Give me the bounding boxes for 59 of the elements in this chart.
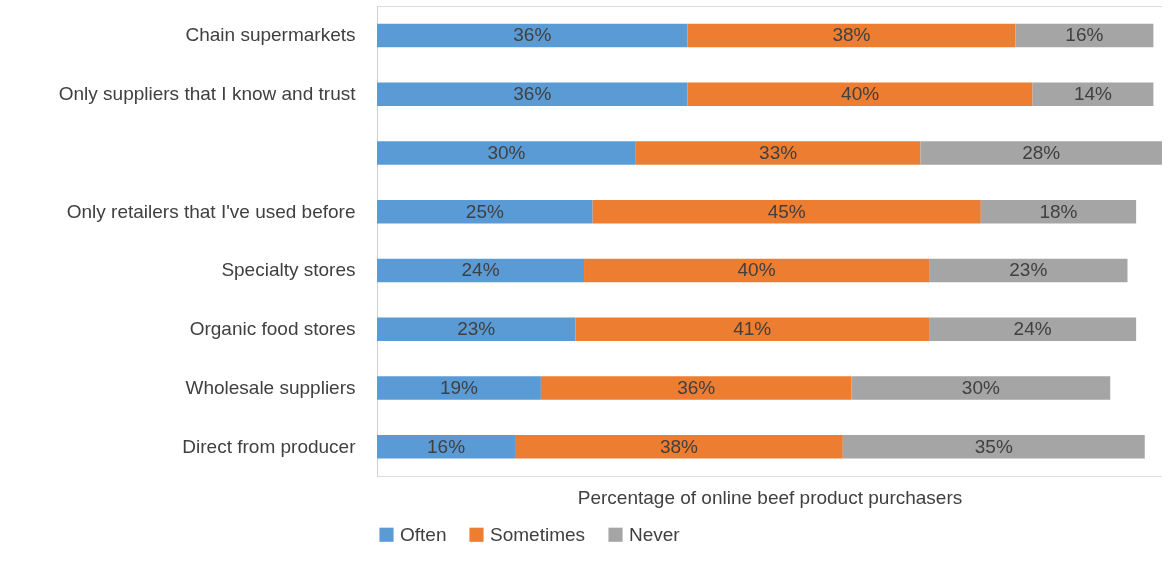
bar (377, 82, 688, 106)
bar (929, 317, 1137, 341)
y-tick-label: Only suppliers that I know and trust (58, 83, 357, 105)
bar (980, 199, 1137, 224)
bar (635, 141, 921, 165)
data-label: 19% (439, 376, 479, 398)
y-tick-label: Only retailers that I've used before (66, 200, 356, 222)
bar (842, 434, 1145, 459)
bar (592, 199, 981, 224)
data-label: 16% (427, 435, 466, 457)
bar (1032, 82, 1154, 106)
bar (377, 376, 541, 400)
bar (540, 376, 852, 400)
data-label: 18% (1039, 200, 1078, 222)
bar (377, 141, 636, 165)
y-tick-label: Specialty stores (221, 259, 356, 281)
y-tick-label: Direct from producer (182, 435, 357, 457)
data-label: 45% (767, 200, 806, 222)
bar (929, 258, 1128, 283)
data-label: 38% (659, 435, 699, 457)
bar (377, 199, 593, 224)
legend-label: Sometimes (490, 523, 586, 545)
data-label: 40% (841, 83, 880, 105)
bar (687, 82, 1033, 106)
data-label: 40% (737, 259, 776, 281)
data-label: 23% (457, 318, 496, 340)
data-label: 25% (465, 200, 504, 222)
bar (851, 376, 1111, 400)
bar (377, 317, 576, 341)
data-label: 33% (759, 141, 798, 163)
data-label: 28% (1022, 141, 1061, 163)
data-label: 14% (1073, 83, 1113, 105)
x-axis-title: Percentage of online beef product purchasers (577, 486, 963, 508)
bar (920, 141, 1162, 165)
data-label: 24% (1013, 318, 1052, 340)
data-label: 36% (677, 376, 716, 398)
legend-label: Often (400, 523, 447, 545)
bar (515, 434, 843, 459)
bar (377, 23, 688, 48)
data-label: 36% (513, 83, 552, 105)
bar (377, 258, 585, 283)
data-label: 24% (461, 259, 500, 281)
data-label: 30% (961, 376, 1000, 398)
y-tick-label: Wholesale suppliers (185, 376, 356, 398)
bar (584, 258, 930, 283)
data-label: 36% (513, 24, 552, 46)
data-label: 41% (733, 318, 772, 340)
bar (1015, 23, 1154, 48)
data-label: 23% (1009, 259, 1048, 281)
legend-label: Never (629, 523, 681, 545)
bar (377, 434, 516, 459)
data-label: 38% (832, 24, 871, 46)
data-label: 35% (974, 435, 1013, 457)
bar (575, 317, 930, 341)
data-label: 16% (1065, 24, 1104, 46)
data-label: 30% (487, 141, 526, 163)
y-tick-label: Organic food stores (189, 318, 356, 340)
y-tick-label: Chain supermarkets (185, 24, 356, 46)
bar (687, 23, 1016, 48)
